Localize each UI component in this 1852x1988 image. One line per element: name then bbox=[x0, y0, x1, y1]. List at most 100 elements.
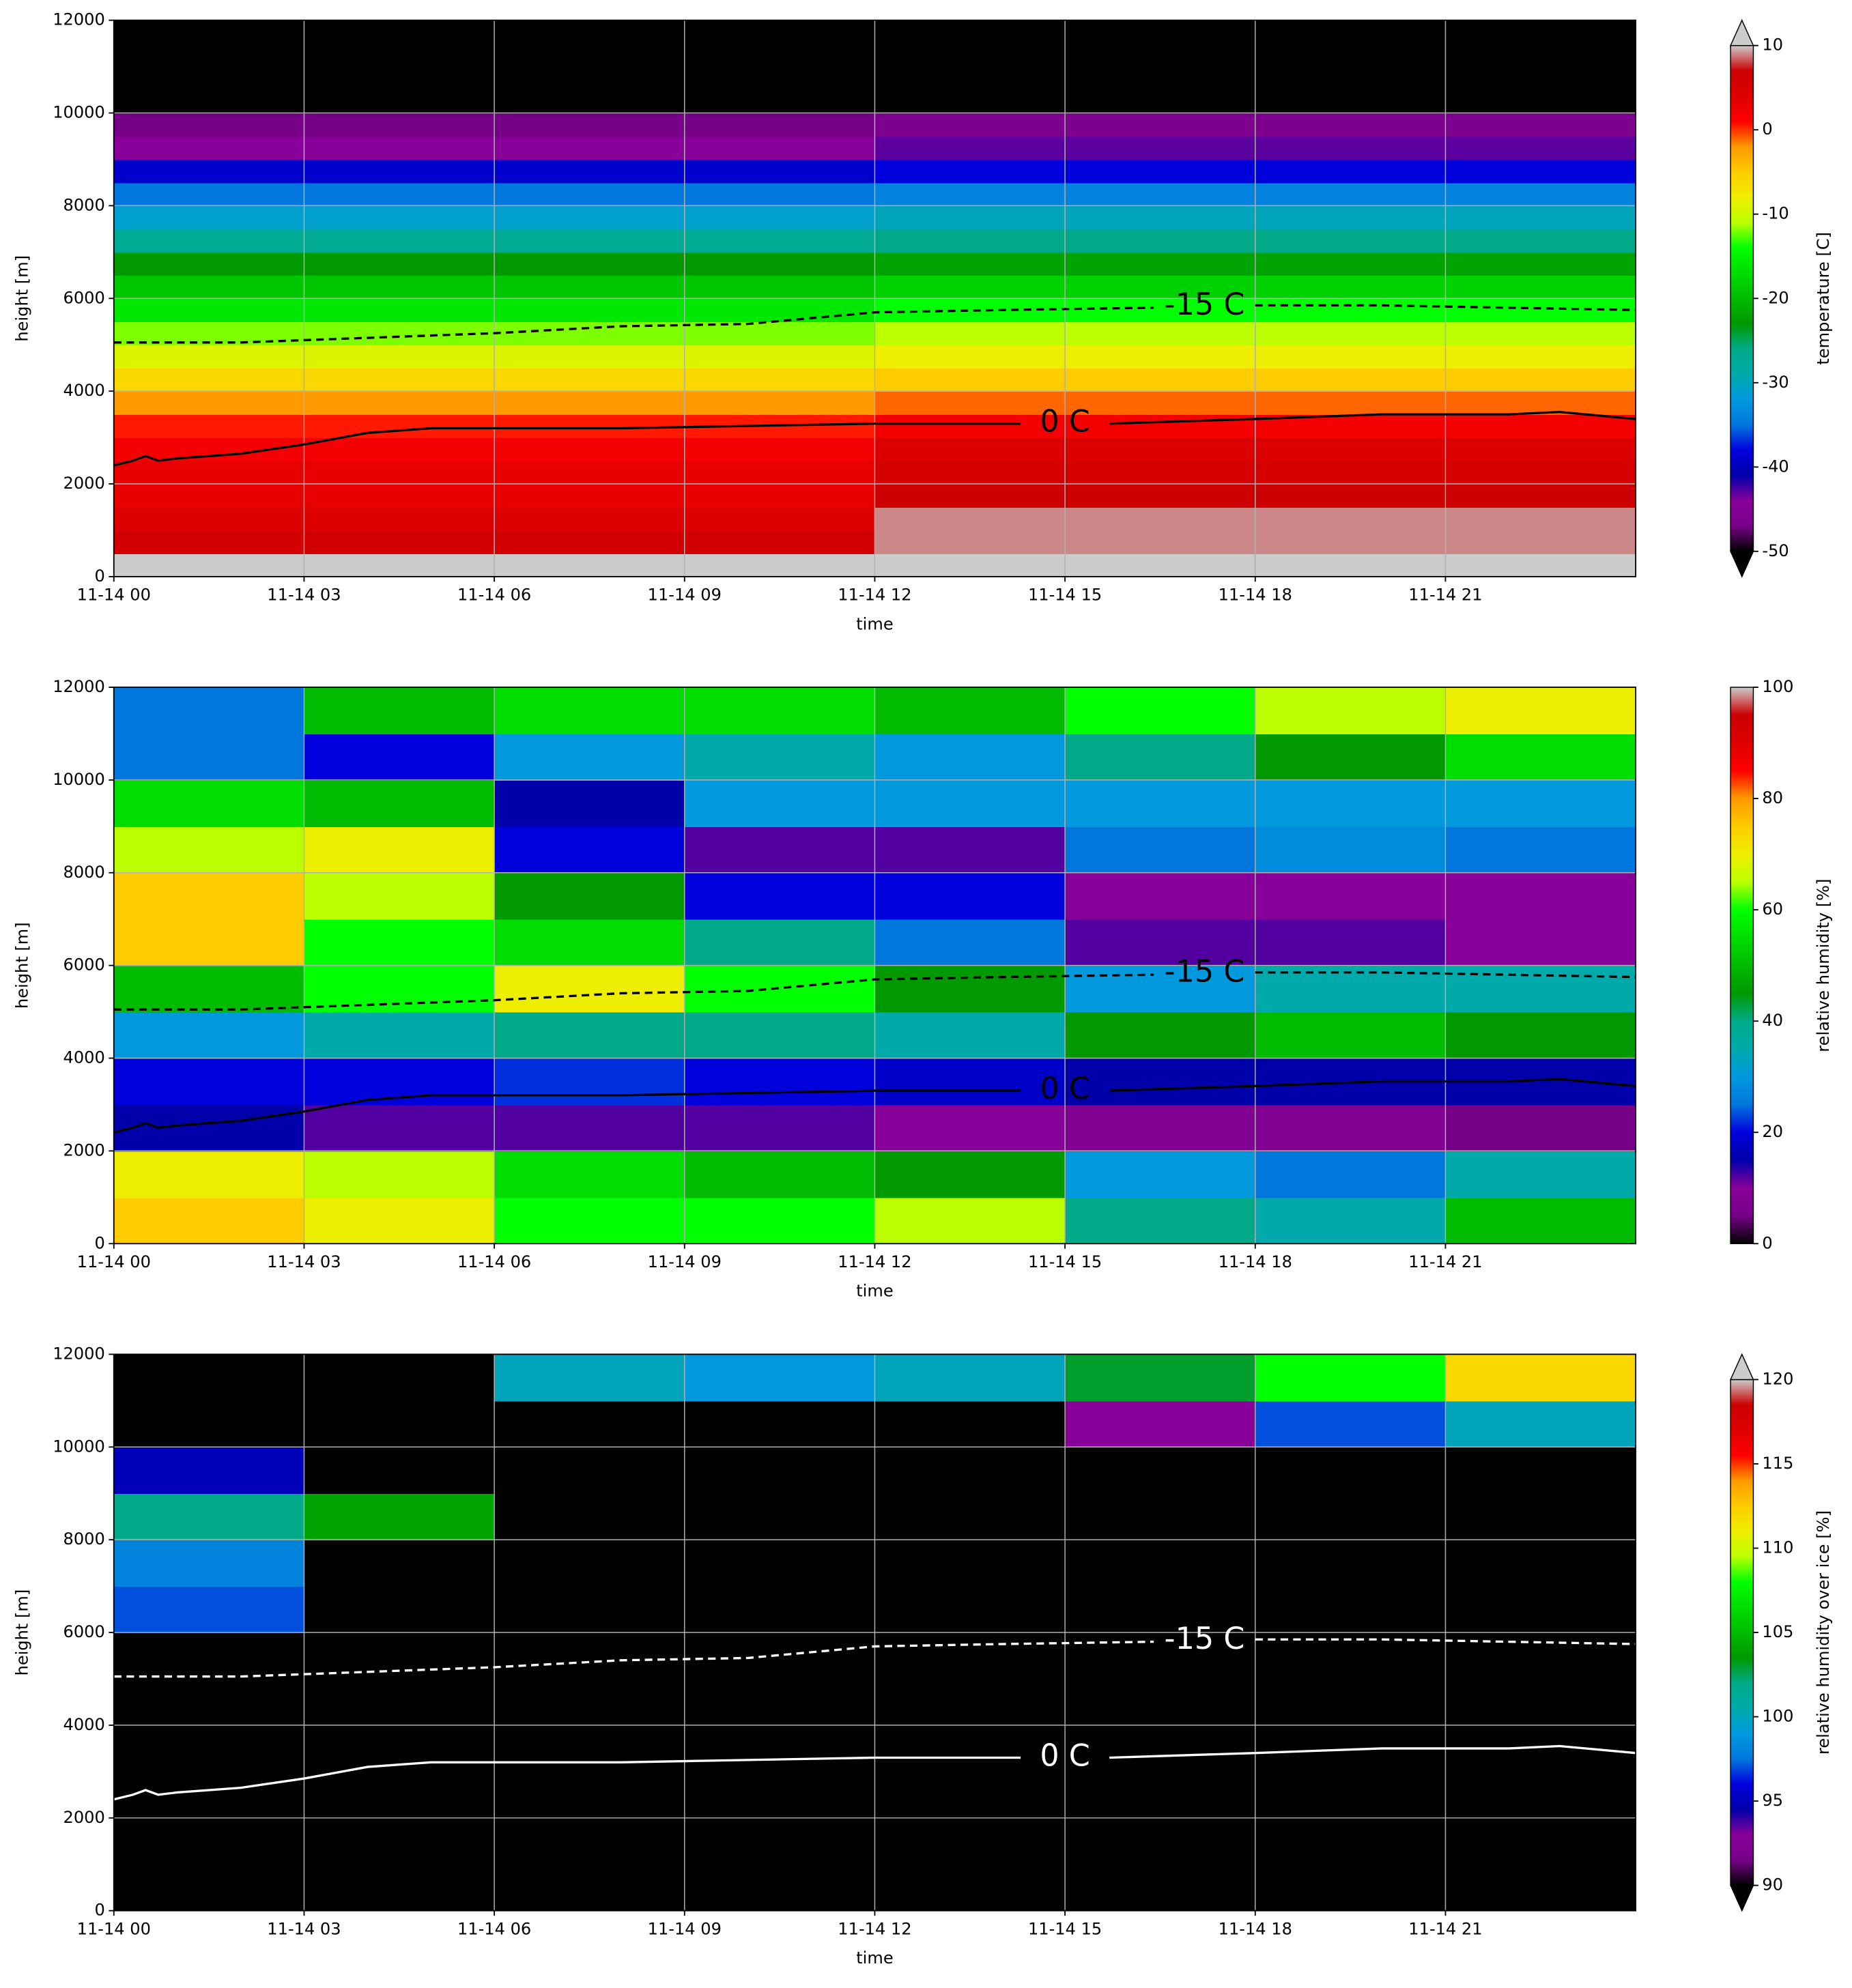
heatmap-cell bbox=[494, 733, 685, 781]
heatmap-cell bbox=[113, 1400, 305, 1448]
heatmap-cell bbox=[494, 826, 685, 874]
x-tick-label: 11-14 09 bbox=[648, 586, 722, 605]
heatmap-cell bbox=[684, 779, 876, 827]
colorbar bbox=[1730, 1379, 1754, 1886]
colorbar-extend-under bbox=[1729, 1884, 1754, 1912]
heatmap-cell bbox=[113, 1011, 305, 1059]
heatmap-cell bbox=[1255, 733, 1447, 781]
colorbar-extend-over bbox=[1729, 1353, 1754, 1381]
contour-label: 0 C bbox=[1040, 1071, 1089, 1106]
heatmap-cell bbox=[684, 1011, 876, 1059]
heatmap-cell bbox=[684, 919, 876, 966]
heatmap-cell bbox=[1445, 965, 1637, 1013]
heatmap-cell bbox=[1065, 733, 1256, 781]
heatmap-cell bbox=[494, 1493, 685, 1541]
heatmap-cell bbox=[684, 1817, 876, 1865]
heatmap-cell bbox=[1065, 1011, 1256, 1059]
colorbar-tick-label: -20 bbox=[1762, 288, 1789, 307]
heatmap-cell bbox=[1445, 1354, 1637, 1402]
heatmap-cell bbox=[1445, 1104, 1637, 1152]
heatmap-cell bbox=[1255, 779, 1447, 827]
heatmap-cell bbox=[113, 733, 305, 781]
heatmap-cell bbox=[304, 1151, 496, 1198]
heatmap-cell bbox=[494, 1817, 685, 1865]
heatmap-cell bbox=[1065, 919, 1256, 966]
x-tick-label: 11-14 06 bbox=[457, 586, 531, 605]
heatmap-cell bbox=[1445, 872, 1637, 920]
colorbar-tick-label: 95 bbox=[1762, 1791, 1783, 1810]
heatmap-cell bbox=[874, 826, 1066, 874]
heatmap-cell bbox=[1255, 1493, 1447, 1541]
heatmap-cell bbox=[1065, 1447, 1256, 1495]
heatmap-cell bbox=[1065, 1771, 1256, 1819]
heatmap-cell bbox=[1065, 872, 1256, 920]
heatmap-cell bbox=[684, 1632, 876, 1680]
heatmap-cell bbox=[1065, 1632, 1256, 1680]
heatmap-cell bbox=[684, 872, 876, 920]
heatmap-cell bbox=[1255, 687, 1447, 734]
heatmap-cell bbox=[1065, 687, 1256, 734]
heatmap-cell bbox=[874, 1586, 1066, 1633]
heatmap-cell bbox=[1255, 1400, 1447, 1448]
heatmap-cell bbox=[1065, 1493, 1256, 1541]
x-axis-label: time bbox=[856, 1948, 893, 1968]
heatmap-cell bbox=[874, 733, 1066, 781]
heatmap-cell bbox=[113, 1197, 305, 1245]
y-tick-label: 4000 bbox=[63, 1715, 105, 1734]
heatmap-cell bbox=[113, 1104, 305, 1152]
heatmap-cell bbox=[113, 1493, 305, 1541]
heatmap-cell bbox=[113, 779, 305, 827]
heatmap-cell bbox=[874, 1058, 1066, 1106]
heatmap-cell bbox=[1065, 1864, 1256, 1912]
heatmap-cell bbox=[304, 779, 496, 827]
heatmap-cell bbox=[1065, 1104, 1256, 1152]
heatmap-cell bbox=[1255, 1447, 1447, 1495]
x-tick-label: 11-14 15 bbox=[1028, 586, 1102, 605]
heatmap-cell bbox=[874, 872, 1066, 920]
heatmap-cell bbox=[874, 779, 1066, 827]
y-tick-label: 10000 bbox=[53, 103, 105, 122]
heatmap-cell bbox=[113, 872, 305, 920]
y-tick-label: 4000 bbox=[63, 381, 105, 400]
heatmap-cell bbox=[684, 965, 876, 1013]
heatmap-cell bbox=[304, 919, 496, 966]
plot-frame bbox=[113, 19, 1637, 577]
y-tick-label: 2000 bbox=[63, 474, 105, 493]
colorbar-label: relative humidity over ice [%] bbox=[1814, 1510, 1833, 1755]
heatmap-cell bbox=[684, 1678, 876, 1726]
heatmap-cell bbox=[1255, 1771, 1447, 1819]
heatmap-cell bbox=[113, 1354, 305, 1402]
heatmap-cell bbox=[1445, 1151, 1637, 1198]
heatmap-cell bbox=[1255, 1197, 1447, 1245]
heatmap-cell bbox=[1065, 1058, 1256, 1106]
heatmap-cell bbox=[113, 1447, 305, 1495]
heatmap-cell bbox=[494, 1011, 685, 1059]
heatmap-cell bbox=[684, 1540, 876, 1587]
heatmap-cell bbox=[1255, 1151, 1447, 1198]
heatmap-cell bbox=[494, 1540, 685, 1587]
contour-label: 0 C bbox=[1040, 405, 1089, 440]
heatmap-cell bbox=[304, 1354, 496, 1402]
heatmap-cell bbox=[1255, 1864, 1447, 1912]
heatmap-cell bbox=[113, 687, 305, 734]
heatmap-cell bbox=[494, 1354, 685, 1402]
x-tick-label: 11-14 06 bbox=[457, 1252, 531, 1271]
heatmap-cell bbox=[1445, 1400, 1637, 1448]
x-tick-label: 11-14 00 bbox=[77, 586, 151, 605]
heatmap-cell bbox=[304, 733, 496, 781]
heatmap-cell bbox=[1445, 1540, 1637, 1587]
x-tick-label: 11-14 09 bbox=[648, 1919, 722, 1938]
y-axis-label: height [m] bbox=[12, 1589, 31, 1676]
heatmap-cell bbox=[1065, 826, 1256, 874]
colorbar-extend-under bbox=[1729, 551, 1754, 578]
heatmap-cell bbox=[494, 1678, 685, 1726]
x-tick-label: 11-14 15 bbox=[1028, 1252, 1102, 1271]
heatmap-cell bbox=[113, 826, 305, 874]
x-tick-label: 11-14 00 bbox=[77, 1252, 151, 1271]
heatmap-cell bbox=[113, 919, 305, 966]
heatmap-cell bbox=[1255, 1011, 1447, 1059]
y-tick-label: 0 bbox=[94, 566, 104, 586]
y-tick-label: 10000 bbox=[53, 1437, 105, 1456]
colorbar bbox=[1730, 687, 1754, 1245]
